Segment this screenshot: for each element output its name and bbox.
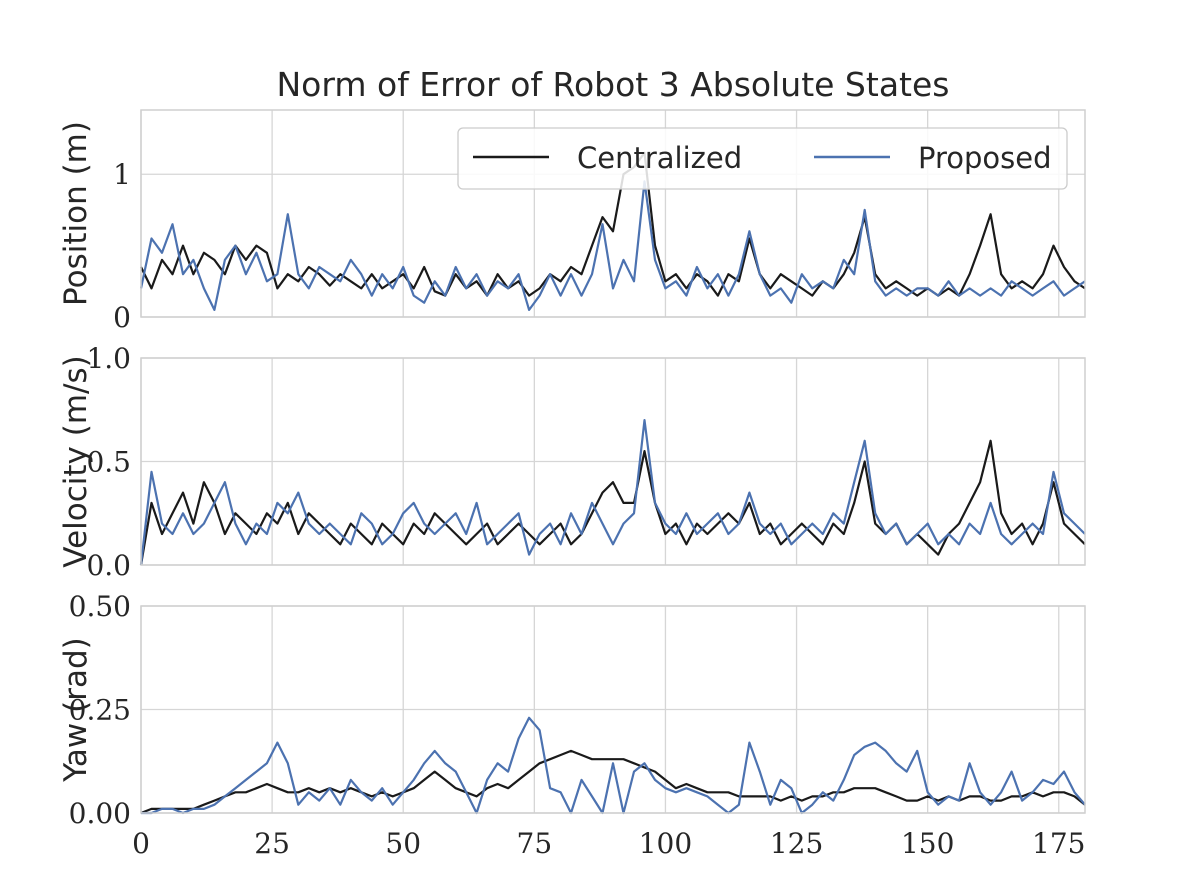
series-line-centralized	[140, 749, 1086, 815]
legend-label-centralized: Centralized	[577, 141, 742, 175]
plot-frame	[140, 605, 1086, 814]
x-tick-label: 50	[385, 827, 421, 860]
y-axis-label: Velocity (m/s)	[58, 355, 94, 567]
y-tick-label: 0.50	[69, 590, 131, 623]
x-tick-label: 125	[770, 827, 823, 860]
x-tick-label: 100	[639, 827, 692, 860]
subplot-3: 0.00 0.25 0.50 Yaw (rad) 0 25 50 75 100 125 150 175	[58, 590, 1086, 860]
legend-box	[457, 127, 1068, 190]
legend-label-proposed: Proposed	[918, 141, 1052, 175]
y-tick-label: 0.00	[69, 797, 131, 830]
y-tick-label: 0.25	[69, 694, 131, 727]
y-tick-label: 1	[113, 158, 131, 191]
x-tick-label: 75	[517, 827, 553, 860]
legend: Centralized Proposed	[457, 127, 1068, 190]
x-tick-label: 175	[1032, 827, 1085, 860]
chart-title: Norm of Error of Robot 3 Absolute States	[277, 65, 950, 104]
series-line-proposed	[141, 716, 1086, 815]
x-tick-label: 25	[254, 827, 290, 860]
y-tick-label: 0.5	[86, 446, 131, 479]
series-line-proposed	[139, 180, 1086, 311]
plot-frame	[140, 357, 1086, 566]
y-tick-label: 0	[113, 301, 131, 334]
series-line-centralized	[139, 439, 1086, 566]
y-axis-label: Position (m)	[58, 121, 94, 306]
series-line-proposed	[139, 419, 1086, 566]
y-tick-label: 0.0	[86, 549, 131, 582]
x-tick-label: 150	[901, 827, 954, 860]
x-tick-label: 0	[132, 827, 150, 860]
plot-frame	[140, 109, 1086, 318]
y-axis-label: Yaw (rad)	[58, 637, 94, 782]
y-tick-label: 1.0	[86, 342, 131, 375]
